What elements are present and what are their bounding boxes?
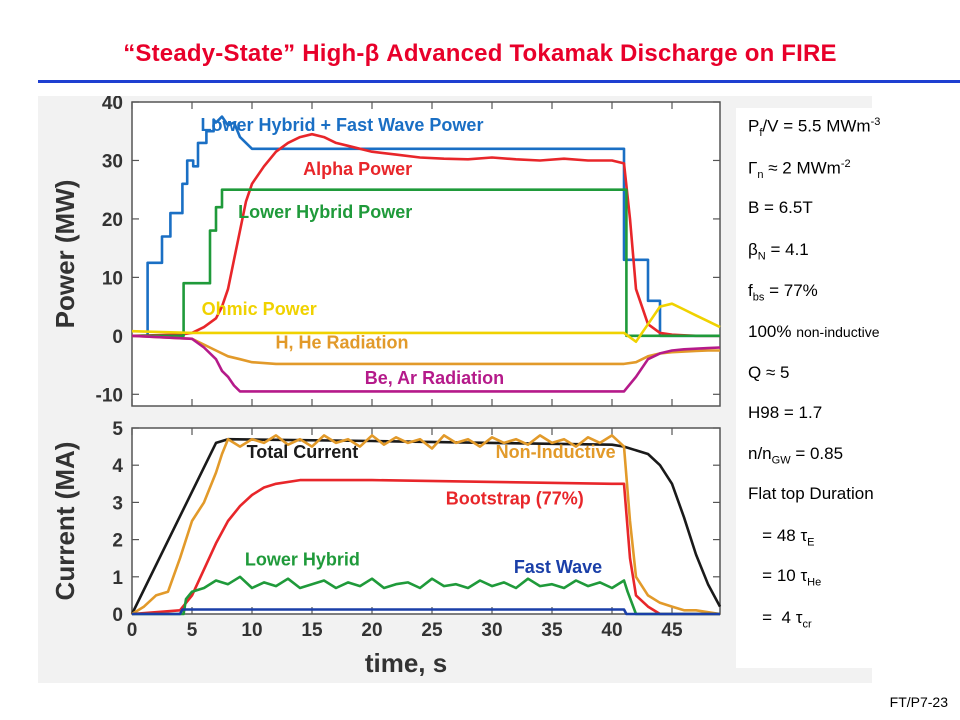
y-tick-label: 3 — [112, 493, 123, 514]
param-line: fbs = 77% — [748, 281, 818, 303]
y-tick-label: 0 — [112, 605, 123, 626]
x-tick-label: 5 — [187, 620, 198, 641]
param-rest: ≈ 2 MWm — [763, 158, 841, 178]
param-sub: N — [757, 250, 766, 263]
series-line-h-he-radiation — [131, 334, 720, 366]
param-sub: GW — [771, 454, 791, 467]
y-tick-label: 0 — [112, 327, 123, 348]
y-tick-label: 4 — [112, 456, 123, 477]
y-tick-label: 1 — [112, 568, 123, 589]
param-sup: -2 — [840, 158, 851, 170]
param-sub: n — [757, 169, 764, 182]
series-label: Ohmic Power — [202, 299, 317, 319]
series-label: Lower Hybrid + Fast Wave Power — [201, 115, 484, 135]
param-rest: /V = 5.5 MWm — [762, 116, 871, 136]
param-main: β — [748, 240, 758, 259]
series-line-alpha-power — [131, 132, 720, 338]
param-line: H98 = 1.7 — [748, 403, 822, 423]
param-sub: He — [807, 576, 822, 589]
x-tick-label: 20 — [361, 620, 382, 641]
y-tick-label: 2 — [112, 531, 123, 552]
param-main: H98 = 1.7 — [748, 403, 823, 422]
series-line-lower-hybrid-power — [132, 188, 720, 338]
slide-id: FT/P7-23 — [889, 694, 948, 710]
param-line: βN = 4.1 — [748, 240, 809, 262]
series-line-bootstrap-77- — [131, 478, 720, 616]
param-rest: = 77% — [764, 281, 818, 300]
series-label: Total Current — [247, 442, 359, 462]
param-rest: = 4.1 — [765, 240, 809, 259]
param-main: = 4 τ — [748, 608, 803, 627]
x-tick-label: 0 — [127, 620, 138, 641]
param-line: Q ≈ 5 — [748, 363, 789, 383]
param-main: f — [748, 281, 753, 300]
y-tick-label: -10 — [96, 385, 123, 406]
param-line: = 10 τHe — [748, 566, 821, 588]
y-axis-label: Power (MW) — [50, 180, 80, 329]
y-axis-label: Current (MA) — [50, 442, 80, 601]
x-tick-label: 40 — [601, 620, 622, 641]
param-sup: -3 — [870, 116, 881, 128]
x-tick-label: 30 — [481, 620, 502, 641]
param-main: Q ≈ 5 — [748, 363, 790, 382]
x-tick-label: 15 — [301, 620, 323, 641]
param-line: Flat top Duration — [748, 484, 874, 504]
param-line: = 4 τcr — [748, 608, 812, 631]
series-line-fast-wave — [132, 608, 720, 616]
x-tick-label: 35 — [541, 620, 563, 641]
series-line-lower-hybrid-fast-wave-power — [132, 115, 720, 338]
slide-title: “Steady-State” High-β Advanced Tokamak D… — [123, 40, 837, 67]
param-sub: bs — [752, 291, 765, 304]
series-label: Lower Hybrid Power — [238, 202, 412, 222]
series-label: H, He Radiation — [275, 333, 408, 353]
param-small: non-inductive — [796, 324, 880, 340]
series-line-lower-hybrid — [132, 575, 720, 616]
series-line-non-inductive — [131, 434, 721, 616]
x-axis-label: time, s — [365, 648, 447, 678]
param-main: = 10 τ — [748, 566, 808, 585]
param-rest: = 0.85 — [790, 444, 844, 463]
param-main: P — [748, 116, 760, 136]
param-sub: E — [807, 536, 815, 549]
param-main: = 48 τ — [748, 526, 808, 545]
param-line: Pf/V = 5.5 MWm-3 — [748, 116, 880, 139]
series-line-be-ar-radiation — [131, 334, 721, 393]
param-main: Γ — [748, 158, 758, 178]
param-main: n/n — [748, 444, 772, 463]
param-main: 100% — [748, 322, 797, 341]
param-sub: cr — [802, 618, 812, 631]
series-label: Lower Hybrid — [245, 550, 360, 570]
y-tick-label: 40 — [102, 96, 123, 114]
series-label: Fast Wave — [514, 557, 602, 577]
y-tick-label: 20 — [102, 210, 123, 231]
param-line: n/nGW = 0.85 — [748, 444, 843, 466]
param-main: B = 6.5T — [748, 198, 813, 217]
param-line: 100% non-inductive — [748, 322, 879, 342]
y-tick-label: 10 — [102, 268, 123, 289]
param-line: Γn ≈ 2 MWm-2 — [748, 158, 851, 181]
x-tick-label: 45 — [661, 620, 683, 641]
series-label: Non-Inductive — [496, 442, 616, 462]
y-tick-label: 30 — [102, 151, 123, 172]
param-line: B = 6.5T — [748, 198, 813, 218]
series-line-ohmic-power — [131, 302, 721, 343]
param-line: = 48 τE — [748, 526, 815, 549]
param-main: Flat top Duration — [748, 484, 874, 503]
series-label: Be, Ar Radiation — [365, 368, 504, 388]
discharge-figure: -10 0 10 20 30 40 Lower Hybrid + Fast Wave Pow… — [38, 96, 872, 683]
parameter-panel: Pf/V = 5.5 MWm-3 Γn ≈ 2 MWm-2 B = 6.5T βN =… — [736, 108, 946, 668]
x-tick-label: 25 — [421, 620, 443, 641]
title-underline — [38, 80, 960, 83]
series-label: Bootstrap (77%) — [446, 488, 584, 508]
x-tick-label: 10 — [241, 620, 262, 641]
y-tick-label: 5 — [112, 419, 123, 440]
series-label: Alpha Power — [303, 159, 412, 179]
plot-area — [131, 101, 721, 407]
param-sub: f — [759, 127, 763, 140]
